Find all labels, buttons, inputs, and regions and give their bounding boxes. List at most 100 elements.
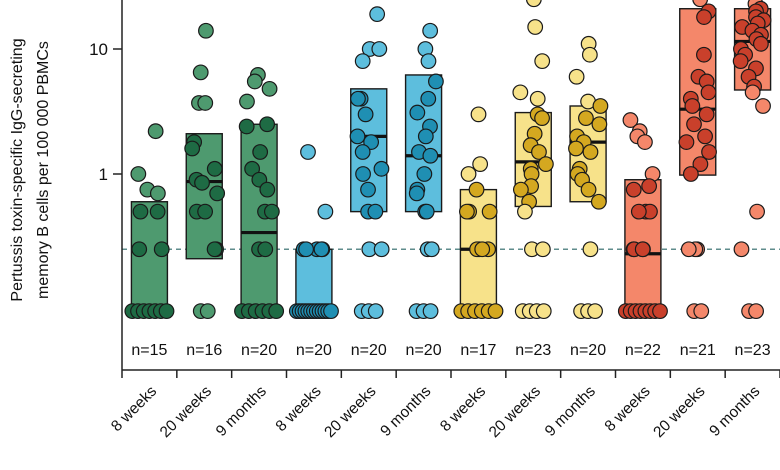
n-count-label: n=20 xyxy=(351,342,387,359)
data-point xyxy=(194,174,210,191)
data-point xyxy=(678,134,695,150)
x-category-label: 20 weeks xyxy=(486,383,544,441)
data-point xyxy=(323,303,339,320)
data-point xyxy=(422,22,439,39)
data-point xyxy=(239,93,255,110)
data-point xyxy=(537,156,554,173)
data-point xyxy=(244,160,261,177)
data-point xyxy=(268,303,285,320)
n-count-label: n=23 xyxy=(515,342,551,359)
data-point xyxy=(199,303,216,320)
data-point xyxy=(350,90,366,107)
data-point xyxy=(209,185,226,202)
data-point xyxy=(355,166,371,182)
points-layer xyxy=(124,0,772,320)
data-point xyxy=(534,53,551,70)
data-point xyxy=(692,0,709,8)
data-point xyxy=(732,53,749,70)
data-point xyxy=(257,241,274,258)
data-point xyxy=(587,303,603,320)
data-point xyxy=(420,90,437,107)
data-point xyxy=(581,46,598,63)
data-point xyxy=(357,106,374,123)
data-point xyxy=(481,203,498,220)
data-point xyxy=(748,303,764,320)
data-point xyxy=(369,6,386,23)
data-point xyxy=(246,73,263,90)
y-axis-title-line-1: Pertussis toxin-specific IgG-secreting xyxy=(9,38,26,301)
data-point xyxy=(259,181,276,198)
data-point xyxy=(701,144,717,160)
x-category-label: 9 months xyxy=(542,383,599,440)
data-point xyxy=(423,241,440,258)
data-point xyxy=(367,303,384,320)
data-point xyxy=(206,160,223,177)
data-point xyxy=(568,68,585,85)
x-category-label: 8 weeks xyxy=(108,383,160,435)
data-point xyxy=(408,185,425,202)
data-point xyxy=(652,303,668,320)
x-category-label: 8 weeks xyxy=(273,383,325,435)
data-point xyxy=(693,303,710,320)
data-point xyxy=(698,106,715,123)
data-point xyxy=(373,160,390,177)
y-axis-title: Pertussis toxin-specific IgG-secreting m… xyxy=(9,38,52,301)
n-count-label: n=23 xyxy=(735,342,771,359)
data-point xyxy=(535,303,552,320)
data-point xyxy=(149,185,166,202)
y-axis-title-line-2: memory B cells per 100 000 PBMCs xyxy=(35,41,52,299)
data-point xyxy=(422,147,439,164)
n-count-label: n=20 xyxy=(570,342,606,359)
data-point xyxy=(527,19,544,35)
data-point xyxy=(371,41,388,57)
data-point xyxy=(630,203,647,220)
axes-layer: 1 10 xyxy=(89,0,780,378)
data-point xyxy=(131,241,148,258)
x-category-label: 20 weeks xyxy=(650,383,708,441)
data-point xyxy=(158,303,175,320)
data-point xyxy=(184,140,201,157)
n-count-label: n=22 xyxy=(625,342,661,359)
y-tick-label: 1 xyxy=(99,165,108,184)
data-point xyxy=(753,35,769,52)
data-point xyxy=(149,203,166,220)
data-point xyxy=(460,166,477,182)
data-point xyxy=(409,104,426,121)
x-category-label: 9 months xyxy=(213,383,270,440)
data-point xyxy=(580,181,597,198)
n-count-label: n=15 xyxy=(131,342,167,359)
x-category-label: 8 weeks xyxy=(602,383,654,435)
data-point xyxy=(684,98,701,114)
data-point xyxy=(459,203,475,220)
data-point xyxy=(373,241,390,258)
data-point xyxy=(197,203,214,220)
data-point xyxy=(591,116,608,133)
data-point xyxy=(416,166,433,182)
x-category-label: 9 months xyxy=(706,383,763,440)
data-point xyxy=(622,112,639,128)
data-point xyxy=(512,181,529,198)
data-point xyxy=(582,241,599,258)
data-point xyxy=(534,241,551,258)
data-point xyxy=(420,53,437,70)
iqr-box xyxy=(295,248,333,312)
data-point xyxy=(749,203,765,220)
boxes-layer xyxy=(130,8,772,313)
data-point xyxy=(354,144,371,160)
data-point xyxy=(428,73,444,90)
x-category-label: 20 weeks xyxy=(157,383,215,441)
data-point xyxy=(418,203,435,220)
data-point xyxy=(354,53,371,70)
data-point xyxy=(422,303,439,320)
data-point xyxy=(590,193,607,210)
data-point xyxy=(578,110,594,127)
n-count-label: n=20 xyxy=(406,342,442,359)
data-point xyxy=(697,128,713,145)
data-point xyxy=(568,140,584,157)
data-point xyxy=(487,303,504,320)
data-point xyxy=(534,110,550,127)
labels-layer: n=15 8 weeks n=16 20 weeks n=20 9 months n=20 8… xyxy=(108,342,771,441)
data-point xyxy=(641,178,658,195)
data-point xyxy=(696,9,712,25)
